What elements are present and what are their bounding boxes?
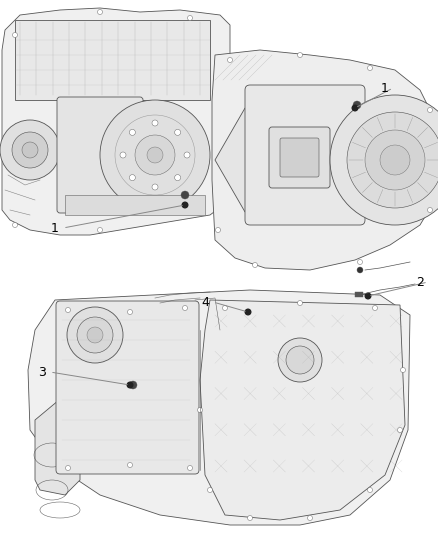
Circle shape <box>127 310 133 314</box>
Bar <box>15 20 210 100</box>
Circle shape <box>66 465 71 471</box>
Circle shape <box>218 167 223 173</box>
Circle shape <box>286 346 314 374</box>
Circle shape <box>365 130 425 190</box>
Circle shape <box>183 305 187 311</box>
Circle shape <box>152 184 158 190</box>
Circle shape <box>367 488 372 492</box>
Polygon shape <box>28 290 410 525</box>
Circle shape <box>13 33 18 37</box>
FancyBboxPatch shape <box>57 97 143 213</box>
Circle shape <box>427 108 432 112</box>
Circle shape <box>223 305 227 311</box>
Circle shape <box>67 307 123 363</box>
Circle shape <box>22 142 38 158</box>
Circle shape <box>215 228 220 232</box>
Circle shape <box>175 175 180 181</box>
Circle shape <box>297 301 303 305</box>
Circle shape <box>352 105 358 111</box>
Circle shape <box>187 465 192 471</box>
Circle shape <box>223 77 227 83</box>
Text: 1: 1 <box>381 82 389 94</box>
Polygon shape <box>35 390 80 495</box>
Circle shape <box>13 222 18 228</box>
Text: 1: 1 <box>51 222 59 235</box>
Circle shape <box>307 515 312 521</box>
Circle shape <box>372 305 378 311</box>
Text: 2: 2 <box>416 276 424 288</box>
Circle shape <box>367 66 372 70</box>
Circle shape <box>66 308 71 312</box>
Bar <box>355 292 363 297</box>
Circle shape <box>135 135 175 175</box>
Circle shape <box>87 327 103 343</box>
Polygon shape <box>200 300 405 520</box>
Circle shape <box>365 293 371 299</box>
Circle shape <box>129 381 137 389</box>
Circle shape <box>100 100 210 210</box>
Circle shape <box>77 317 113 353</box>
Circle shape <box>297 52 303 58</box>
Circle shape <box>357 260 363 264</box>
Circle shape <box>12 132 48 168</box>
Circle shape <box>208 488 212 492</box>
Circle shape <box>152 120 158 126</box>
Circle shape <box>427 207 432 213</box>
Circle shape <box>380 145 410 175</box>
Circle shape <box>129 130 135 135</box>
Circle shape <box>187 15 192 20</box>
Circle shape <box>182 202 188 208</box>
Polygon shape <box>212 50 435 270</box>
Circle shape <box>127 382 133 388</box>
Circle shape <box>278 338 322 382</box>
Circle shape <box>398 427 403 432</box>
Circle shape <box>147 147 163 163</box>
Circle shape <box>227 58 233 62</box>
Circle shape <box>127 463 133 467</box>
FancyBboxPatch shape <box>269 127 330 188</box>
Circle shape <box>400 367 406 373</box>
Circle shape <box>98 10 102 14</box>
Circle shape <box>198 408 202 413</box>
Wedge shape <box>215 108 275 212</box>
Circle shape <box>347 112 438 208</box>
Circle shape <box>0 120 60 180</box>
Circle shape <box>353 101 361 109</box>
Polygon shape <box>2 8 230 235</box>
FancyBboxPatch shape <box>56 301 199 474</box>
Circle shape <box>98 228 102 232</box>
Circle shape <box>252 262 258 268</box>
Circle shape <box>245 309 251 315</box>
Bar <box>65 195 205 215</box>
Circle shape <box>244 306 252 314</box>
Text: 4: 4 <box>201 295 209 309</box>
Text: 3: 3 <box>38 366 46 378</box>
Circle shape <box>357 267 363 273</box>
Circle shape <box>129 175 135 181</box>
Circle shape <box>120 152 126 158</box>
FancyBboxPatch shape <box>280 138 319 177</box>
Circle shape <box>184 152 190 158</box>
Circle shape <box>181 191 189 199</box>
Circle shape <box>175 130 180 135</box>
Circle shape <box>247 515 252 521</box>
FancyBboxPatch shape <box>245 85 365 225</box>
Circle shape <box>330 95 438 225</box>
